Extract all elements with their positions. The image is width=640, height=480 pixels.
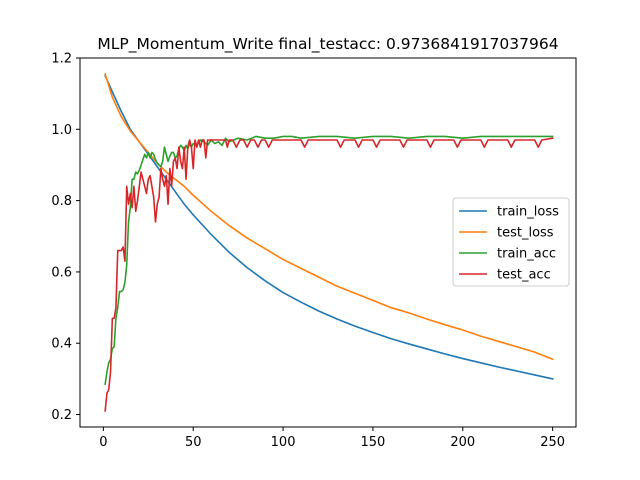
legend-label-train-acc: train_acc bbox=[497, 247, 556, 262]
x-tick-label: 250 bbox=[540, 435, 565, 450]
y-tick-label: 0.6 bbox=[51, 265, 72, 280]
y-tick-label: 0.2 bbox=[51, 408, 72, 423]
legend-label-test-acc: test_acc bbox=[497, 268, 551, 283]
y-tick-label: 1.2 bbox=[51, 52, 72, 67]
series-line-test-acc bbox=[104, 137, 554, 412]
axes-frame bbox=[79, 57, 577, 428]
y-tick-label: 1.0 bbox=[51, 123, 72, 138]
y-tick-label: 0.4 bbox=[51, 337, 72, 352]
axes: 0 50 100 150 200 250 0.2 0.4 0.6 0.8 1.0 1.2 bbox=[51, 52, 565, 451]
x-tick-label: 0 bbox=[99, 435, 107, 450]
legend-label-test-loss: test_loss bbox=[497, 226, 554, 241]
legend: train_loss test_loss train_acc test_acc bbox=[452, 197, 570, 287]
legend-box bbox=[452, 197, 570, 287]
x-tick-label: 100 bbox=[271, 435, 296, 450]
x-tick-label: 50 bbox=[185, 435, 202, 450]
plot-area bbox=[104, 73, 554, 412]
chart-title: MLP_Momentum_Write final_testacc: 0.9736… bbox=[97, 35, 558, 54]
x-tick-label: 150 bbox=[361, 435, 386, 450]
legend-label-train-loss: train_loss bbox=[497, 205, 559, 220]
y-tick-label: 0.8 bbox=[51, 194, 72, 209]
x-tick-label: 200 bbox=[450, 435, 475, 450]
